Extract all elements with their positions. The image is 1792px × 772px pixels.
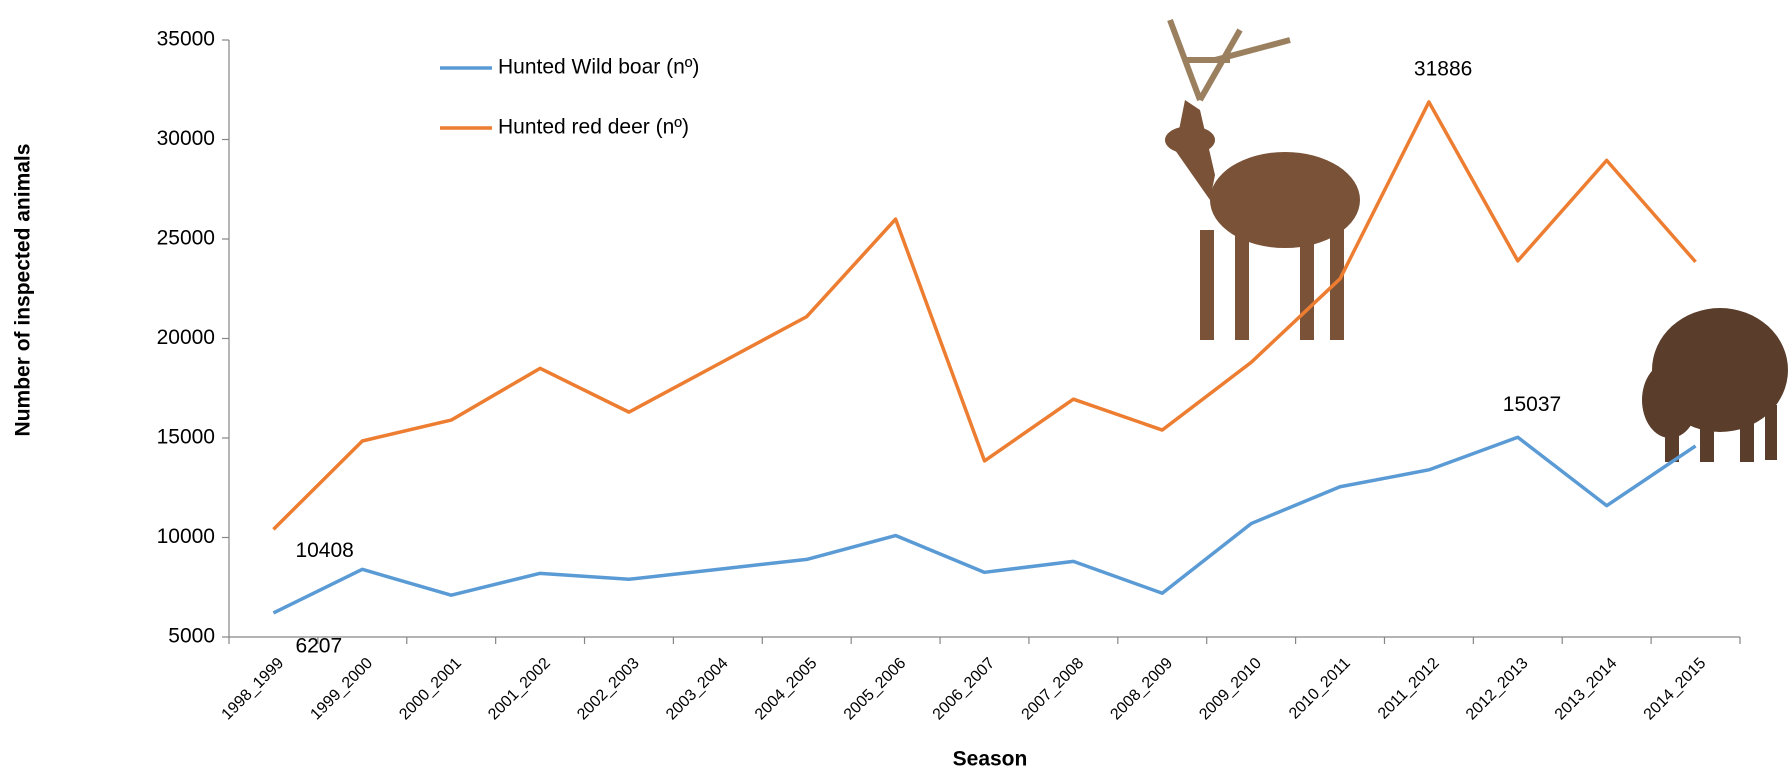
x-tick-label: 2014_2015 <box>1641 655 1710 724</box>
series-line <box>272 100 1697 531</box>
data-label: 10408 <box>295 539 353 562</box>
x-tick-label: 2010_2011 <box>1286 655 1354 723</box>
legend-label: Hunted Wild boar (nº) <box>498 56 699 79</box>
x-tick-label: 2012_2013 <box>1463 655 1532 724</box>
x-tick-label: 2004_2005 <box>752 655 821 724</box>
data-label: 6207 <box>295 635 342 658</box>
data-label: 15037 <box>1503 393 1561 416</box>
x-tick-label: 2011_2012 <box>1375 655 1443 723</box>
x-tick-label: 2009_2010 <box>1196 655 1265 724</box>
x-tick-label: 2007_2008 <box>1019 655 1088 724</box>
boar-image <box>1642 308 1788 462</box>
x-tick-label: 2003_2004 <box>663 655 732 724</box>
x-axis-title: Season <box>953 748 1028 771</box>
x-tick-label: 2001_2002 <box>485 655 554 724</box>
x-tick-label: 2008_2009 <box>1107 655 1176 724</box>
legend-label: Hunted red deer (nº) <box>498 116 689 139</box>
x-tick-label: 2000_2001 <box>396 655 465 724</box>
y-tick-label: 15000 <box>157 426 215 449</box>
y-tick-label: 35000 <box>157 28 215 51</box>
y-tick-label: 5000 <box>168 625 215 648</box>
x-tick-label: 1999_2000 <box>307 655 376 724</box>
y-tick-label: 10000 <box>157 525 215 548</box>
y-axis-title: Number of inspected animals <box>12 144 35 437</box>
y-tick-label: 20000 <box>157 326 215 349</box>
x-tick-label: 2006_2007 <box>930 655 999 724</box>
deer-image <box>1165 18 1360 340</box>
series-line <box>272 435 1697 615</box>
y-tick-label: 25000 <box>157 227 215 250</box>
x-tick-label: 1998_1999 <box>219 655 288 724</box>
x-tick-label: 2013_2014 <box>1552 655 1621 724</box>
x-tick-label: 2005_2006 <box>841 655 910 724</box>
x-tick-label: 2002_2003 <box>574 655 643 724</box>
data-label: 31886 <box>1414 58 1472 81</box>
y-tick-label: 30000 <box>157 127 215 150</box>
